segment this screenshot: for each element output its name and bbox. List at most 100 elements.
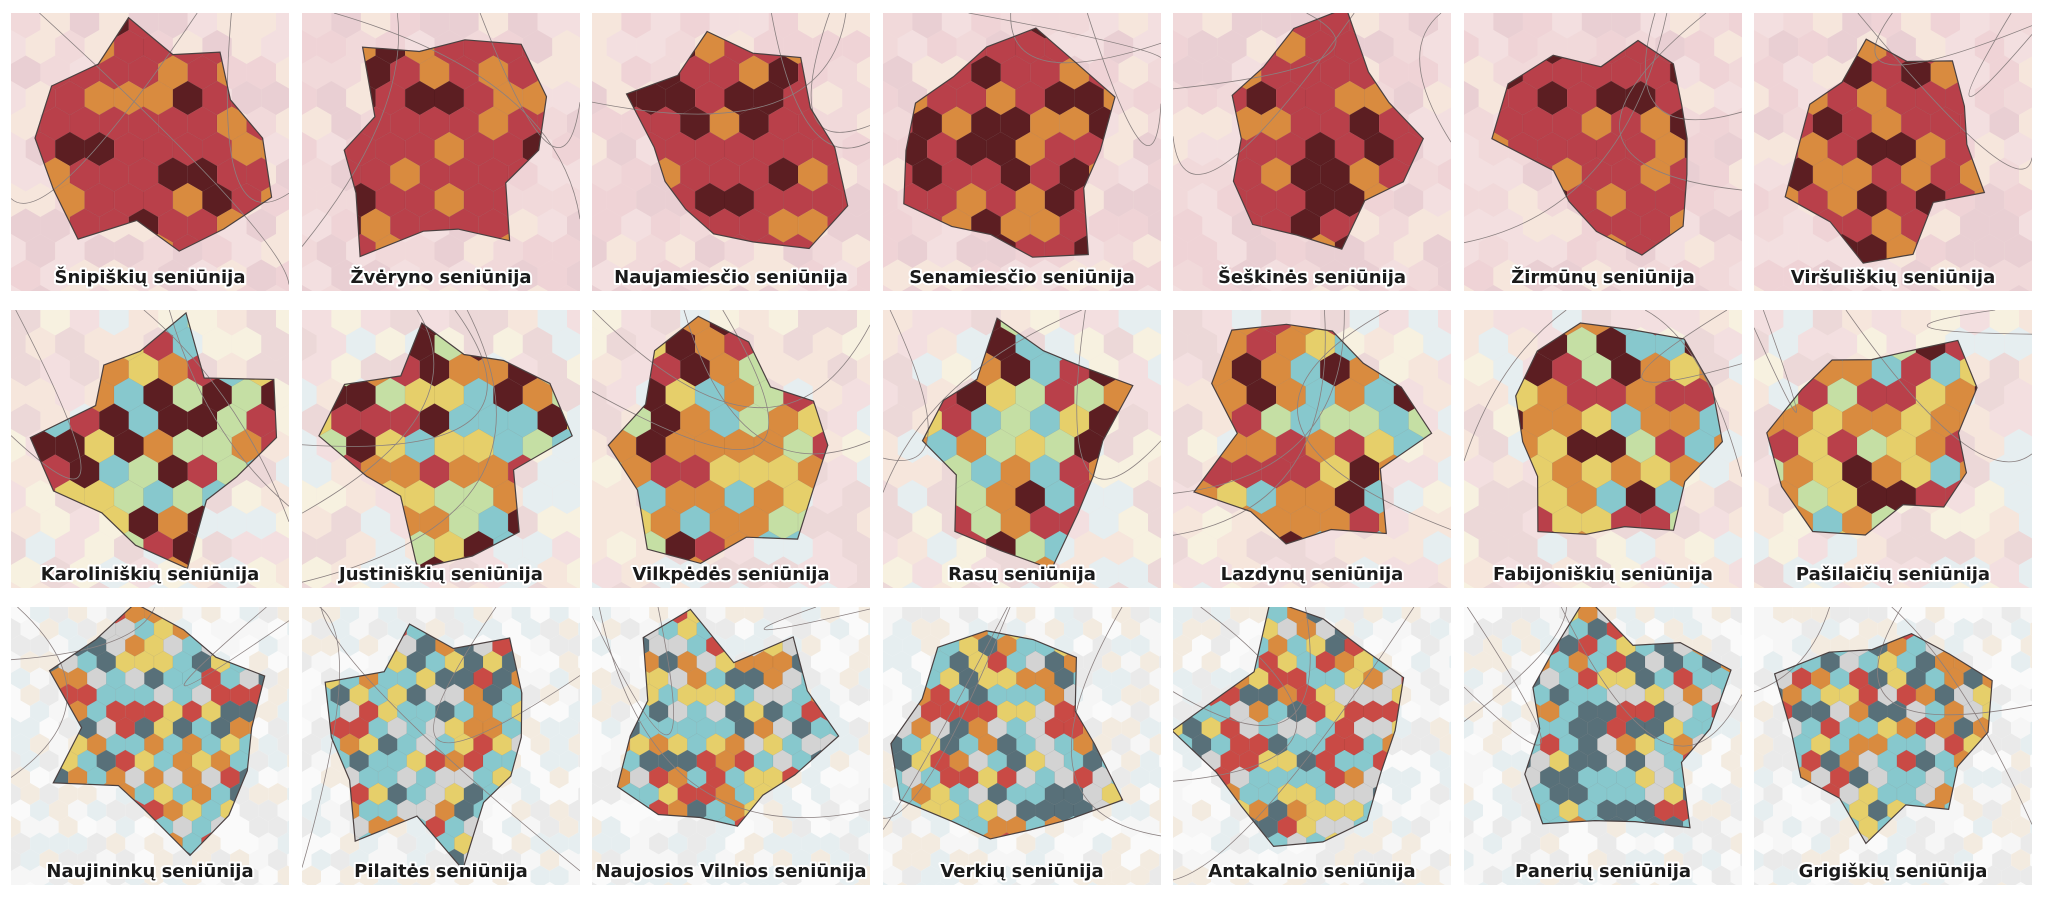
boundary [301, 13, 399, 247]
map: Šnipiškių seniūnija [11, 13, 289, 291]
boundary [479, 13, 580, 148]
map-tile: Karoliniškių seniūnija [11, 310, 289, 588]
boundary [770, 13, 870, 149]
region-outline [1773, 632, 1993, 845]
map: Panerių seniūnija [1463, 607, 1742, 885]
region-outline [1766, 339, 1978, 536]
tile-label: Panerių seniūnija [1514, 861, 1690, 882]
tile-label: Pilaitės seniūnija [354, 861, 528, 882]
boundary [301, 310, 497, 583]
map: Naujosios Vilnios seniūnija [592, 607, 870, 885]
map: Rasų seniūnija [882, 310, 1161, 588]
boundary [1618, 13, 1742, 191]
boundary [1644, 310, 1742, 478]
boundary [1173, 607, 1415, 881]
boundary [1857, 13, 2032, 170]
boundary [1173, 607, 1298, 782]
tile-label: Antakalnio seniūnija [1208, 861, 1415, 882]
boundary [320, 607, 580, 872]
boundary [1075, 310, 1161, 480]
tile-label: Vilkpėdės seniūnija [632, 564, 829, 585]
boundary [882, 310, 929, 461]
boundary [763, 607, 870, 631]
region-outline [1514, 322, 1723, 535]
boundary [1463, 607, 1542, 746]
tile-label: Naujininkų seniūnija [46, 861, 253, 882]
boundary [683, 310, 870, 455]
boundary [882, 607, 1010, 819]
region-outline [324, 623, 522, 871]
boundary [11, 607, 68, 778]
map-tile: Senamiesčio seniūnija [882, 13, 1161, 291]
boundary [1173, 310, 1345, 494]
map: Verkių seniūnija [882, 607, 1161, 885]
map-tile: Šnipiškių seniūnija [11, 13, 289, 291]
region-outline [889, 630, 1123, 840]
tile-label: Viršuliškių seniūnija [1791, 267, 1996, 288]
map-tile: Verkių seniūnija [882, 607, 1161, 885]
region-outline [921, 317, 1134, 570]
map-tile: Fabijoniškių seniūnija [1463, 310, 1742, 588]
boundary [301, 310, 488, 447]
region-outline [1784, 38, 1986, 264]
boundary [1009, 13, 1161, 64]
map-tile: Pilaitės seniūnija [301, 607, 580, 885]
boundary [227, 13, 289, 203]
region-outline [343, 39, 547, 258]
map-tile: Žvėryno seniūnija [301, 13, 580, 291]
region-outline [317, 322, 573, 570]
map: Naujamiesčio seniūnija [592, 13, 870, 291]
boundary [1463, 310, 1566, 462]
map-tile: Rasų seniūnija [882, 310, 1161, 588]
tile-label: Naujosios Vilnios seniūnija [595, 861, 866, 882]
boundary [1845, 310, 2032, 463]
map: Grigiškių seniūnija [1754, 607, 2032, 885]
tile-label: Žirmūnų seniūnija [1511, 266, 1695, 288]
map-tile: Lazdynų seniūnija [1173, 310, 1451, 588]
map-tile: Pašilaičių seniūnija [1754, 310, 2032, 588]
map-tile: Naujininkų seniūnija [11, 607, 289, 885]
boundary [301, 607, 340, 868]
map: Pilaitės seniūnija [301, 607, 580, 885]
map: Šeškinės seniūnija [1173, 13, 1451, 291]
map-tile: Naujosios Vilnios seniūnija [592, 607, 870, 885]
boundary [168, 310, 289, 507]
map: Fabijoniškių seniūnija [1463, 310, 1742, 588]
boundary [1070, 607, 1161, 837]
boundary [1173, 310, 1326, 536]
boundary [1877, 607, 2032, 716]
boundary [1968, 13, 2032, 97]
boundary [592, 607, 675, 736]
map-tile: Grigiškių seniūnija [1754, 607, 2032, 885]
map-tile: Panerių seniūnija [1463, 607, 1742, 885]
map: Justiniškių seniūnija [301, 310, 580, 588]
tile-label: Grigiškių seniūnija [1799, 861, 1988, 882]
boundary [1173, 13, 1337, 90]
map: Pašilaičių seniūnija [1754, 310, 2032, 588]
map-tile: Antakalnio seniūnija [1173, 607, 1451, 885]
boundary [1560, 607, 1742, 747]
tile-label: Karoliniškių seniūnija [41, 564, 260, 585]
tile-label: Senamiesčio seniūnija [909, 267, 1134, 288]
map-tile: Vilkpėdės seniūnija [592, 310, 870, 588]
region-outline [616, 608, 840, 827]
boundary [1463, 607, 1567, 722]
boundary [1644, 13, 1742, 121]
tile-label: Pašilaičių seniūnija [1796, 564, 1990, 585]
boundary [598, 607, 870, 818]
tile-label: Justiniškių seniūnija [337, 564, 543, 585]
boundary [1419, 13, 1451, 143]
region-outline [29, 311, 278, 570]
region-outline [607, 315, 829, 565]
map: Žvėryno seniūnija [301, 13, 580, 291]
boundary [1754, 607, 1831, 693]
map: Naujininkų seniūnija [11, 607, 289, 885]
boundary [143, 310, 289, 523]
boundary [39, 13, 289, 285]
boundary [592, 310, 870, 408]
tile-label: Lazdynų seniūnija [1221, 564, 1404, 585]
boundary [1926, 310, 2032, 335]
boundary [967, 13, 1161, 59]
region-outline [902, 27, 1116, 258]
boundary [1754, 310, 1797, 413]
